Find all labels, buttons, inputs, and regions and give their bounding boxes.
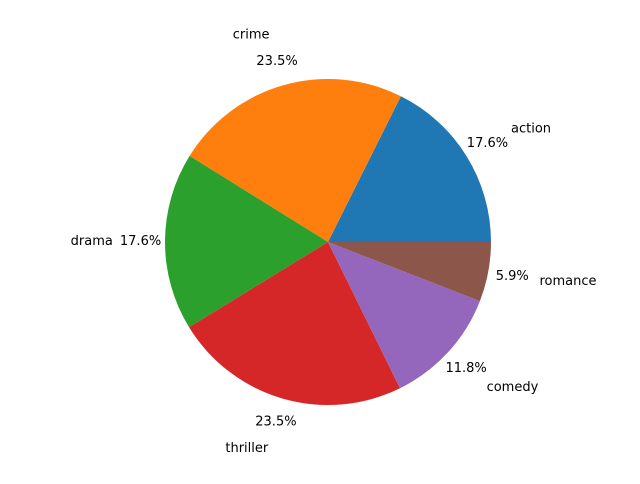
percent-label-comedy: 11.8%: [445, 361, 486, 376]
percent-label-action: 17.6%: [467, 136, 508, 151]
percent-label-romance: 5.9%: [496, 269, 529, 284]
category-label-comedy: comedy: [487, 380, 539, 395]
percent-label-thriller: 23.5%: [255, 415, 296, 430]
pie-slice-comedy: [328, 242, 480, 389]
pie-slice-crime: [189, 78, 401, 242]
pie-slice-drama: [165, 155, 328, 328]
category-label-crime: crime: [233, 27, 270, 42]
category-label-thriller: thriller: [225, 441, 269, 456]
percent-label-crime: 23.5%: [256, 54, 297, 69]
pie-slices: [165, 78, 491, 405]
percent-label-drama: 17.6%: [120, 234, 161, 249]
pie-labels: 17.6%action23.5%crime17.6%drama23.5%thri…: [71, 27, 597, 456]
category-label-drama: drama: [71, 234, 113, 249]
category-label-romance: romance: [539, 274, 596, 289]
pie-slice-action: [328, 96, 491, 242]
pie-slice-romance: [328, 242, 491, 302]
pie-slice-thriller: [189, 242, 401, 405]
category-label-action: action: [511, 121, 551, 136]
